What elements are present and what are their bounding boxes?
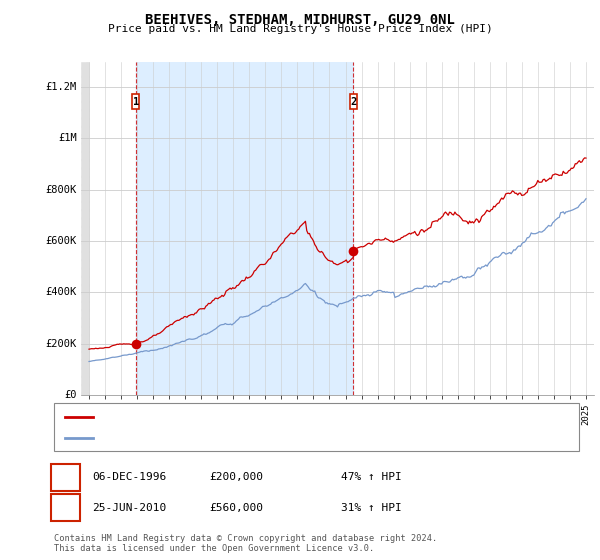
Text: BEEHIVES, STEDHAM, MIDHURST, GU29 0NL: BEEHIVES, STEDHAM, MIDHURST, GU29 0NL: [145, 13, 455, 27]
Text: 2: 2: [62, 503, 69, 513]
Text: Price paid vs. HM Land Registry's House Price Index (HPI): Price paid vs. HM Land Registry's House …: [107, 24, 493, 34]
Text: 06-DEC-1996: 06-DEC-1996: [92, 472, 166, 482]
Text: £1M: £1M: [58, 133, 77, 143]
FancyBboxPatch shape: [350, 94, 356, 109]
Text: Contains HM Land Registry data © Crown copyright and database right 2024.
This d: Contains HM Land Registry data © Crown c…: [54, 534, 437, 553]
Text: 2: 2: [350, 96, 356, 106]
Text: £200,000: £200,000: [209, 472, 263, 482]
Text: HPI: Average price, detached house, Chichester: HPI: Average price, detached house, Chic…: [100, 433, 376, 444]
Text: 47% ↑ HPI: 47% ↑ HPI: [341, 472, 401, 482]
Text: 25-JUN-2010: 25-JUN-2010: [92, 503, 166, 513]
Text: £400K: £400K: [46, 287, 77, 297]
Text: £600K: £600K: [46, 236, 77, 246]
Bar: [81, 62, 89, 395]
Text: £0: £0: [64, 390, 77, 400]
Bar: [136, 62, 353, 395]
Text: 31% ↑ HPI: 31% ↑ HPI: [341, 503, 401, 513]
Text: BEEHIVES, STEDHAM, MIDHURST, GU29 0NL (detached house): BEEHIVES, STEDHAM, MIDHURST, GU29 0NL (d…: [100, 412, 424, 422]
Text: £800K: £800K: [46, 185, 77, 195]
Text: 1: 1: [133, 96, 139, 106]
Text: £1.2M: £1.2M: [46, 82, 77, 92]
Text: £560,000: £560,000: [209, 503, 263, 513]
Text: 1: 1: [62, 472, 69, 482]
Text: £200K: £200K: [46, 339, 77, 348]
FancyBboxPatch shape: [133, 94, 139, 109]
